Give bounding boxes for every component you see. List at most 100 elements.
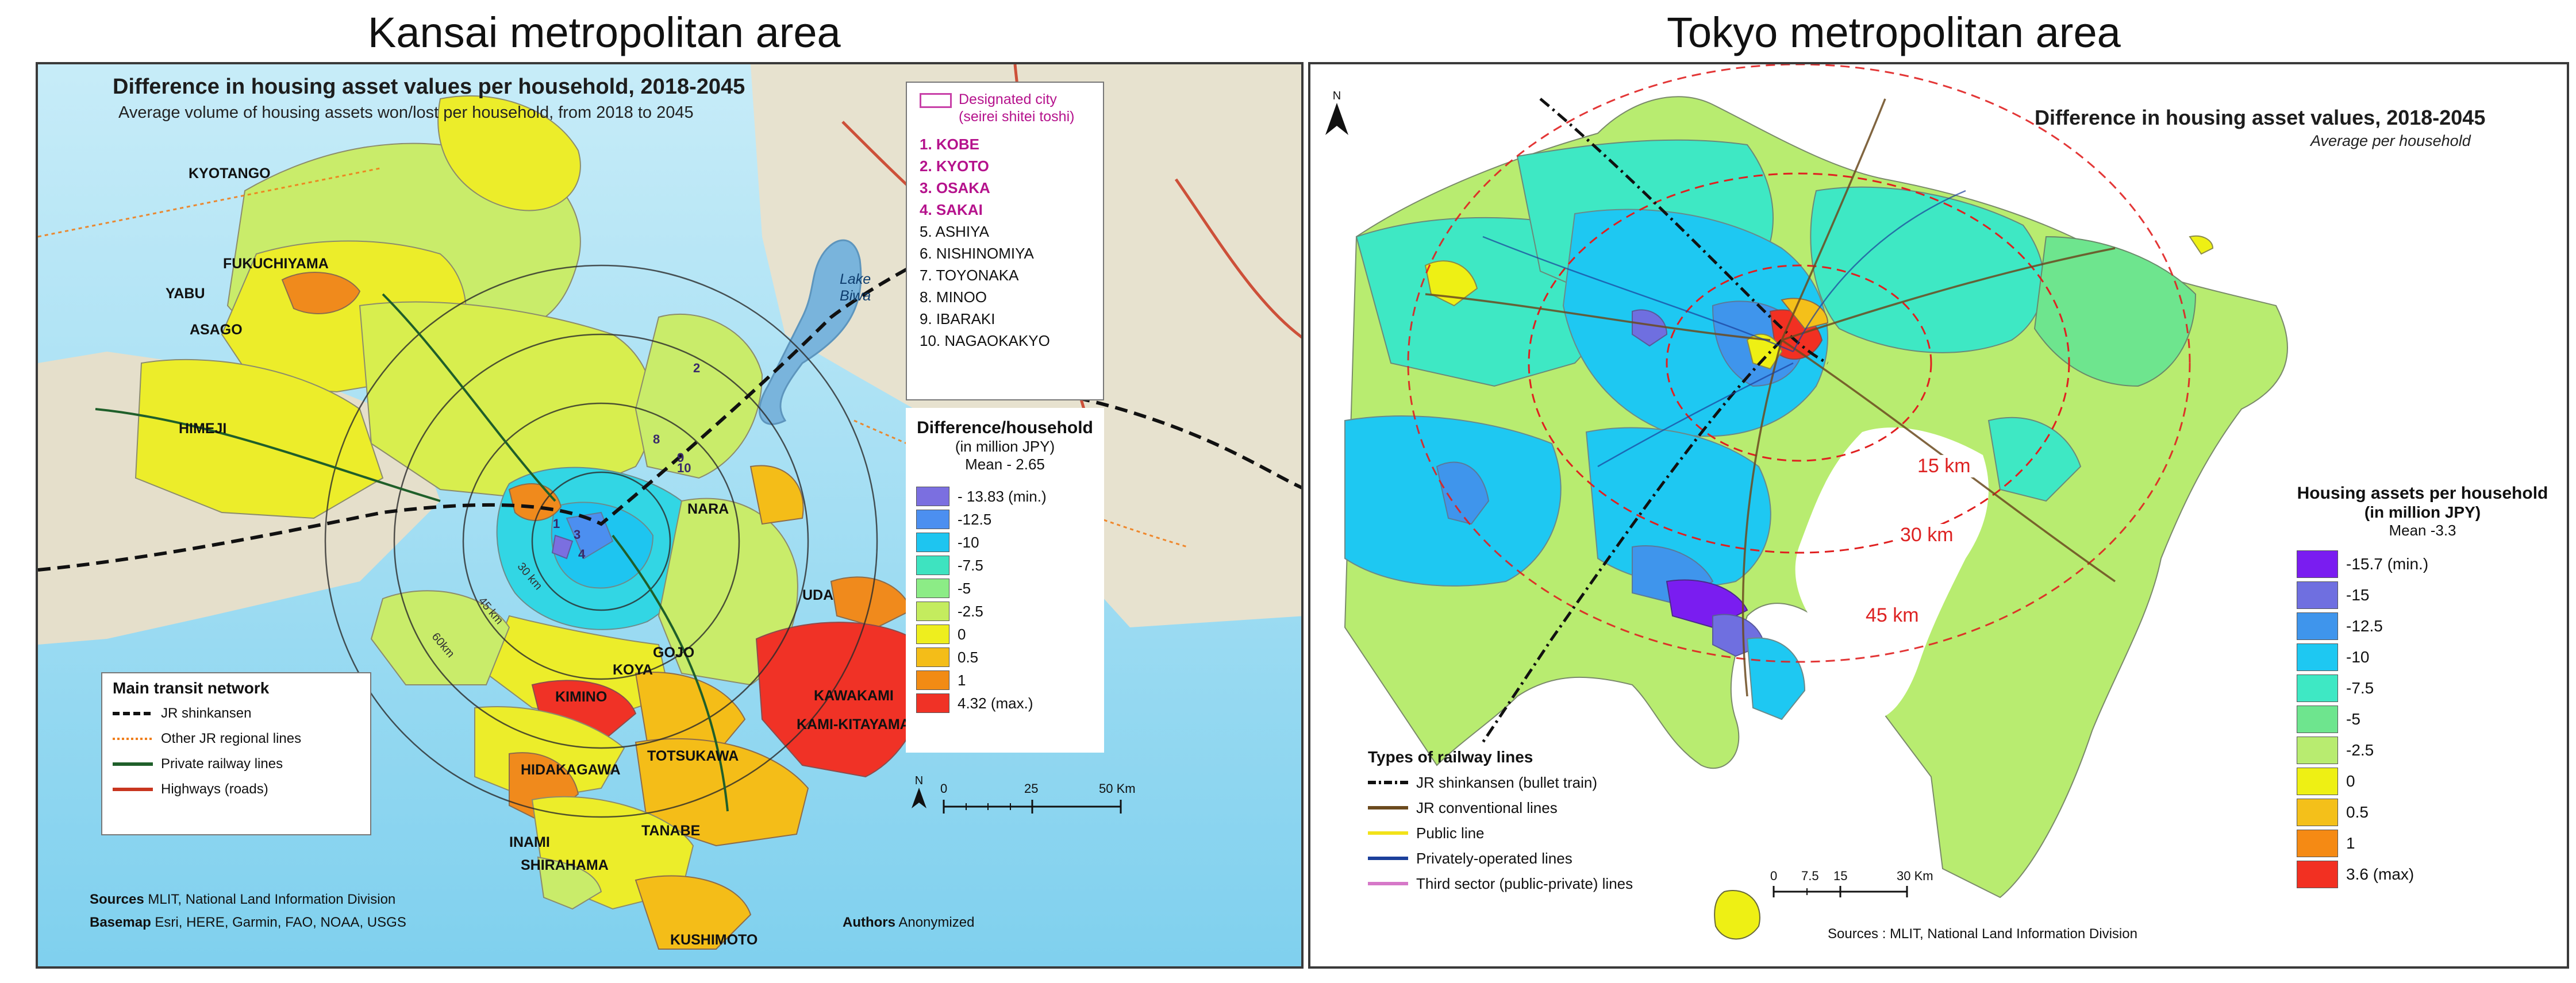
legend-class: 0	[2297, 766, 2558, 797]
place-label: GOJO	[653, 645, 695, 661]
line-legend-label: Highways (roads)	[161, 781, 268, 797]
kansai-map-panel: Difference in housing asset values per h…	[36, 62, 1304, 969]
legend-swatch	[916, 670, 949, 690]
line-legend-item: Other JR regional lines	[113, 726, 360, 751]
legend-swatch	[916, 625, 949, 644]
place-label: HIDAKAGAWA	[521, 762, 621, 778]
kansai-scalebar: 0 25 50 Km	[940, 781, 1136, 822]
north-arrow-icon	[1325, 103, 1348, 135]
legend-swatch	[2297, 581, 2338, 609]
legend-class-label: 0.5	[2346, 803, 2369, 821]
legend-class: 3.6 (max)	[2297, 859, 2558, 890]
place-label: KIMINO	[555, 689, 608, 705]
line-legend-item: JR shinkansen	[113, 701, 360, 726]
region	[749, 465, 804, 525]
designated-city-legend: Designated city (seirei shitei toshi) 1.…	[906, 82, 1104, 400]
tokyo-map-title: Difference in housing asset values, 2018…	[2035, 106, 2486, 129]
scale-tick: 25	[1024, 781, 1039, 796]
legend-swatch	[916, 693, 949, 713]
line-legend-label: JR shinkansen	[161, 706, 252, 721]
legend-swatch	[2297, 550, 2338, 578]
scalebar-graphic	[1773, 886, 1908, 897]
city-list-item: 4. SAKAI	[920, 201, 983, 218]
transit-legend-items: JR shinkansen Other JR regional lines Priv…	[113, 701, 360, 802]
place-label: YABU	[166, 286, 205, 302]
line-legend-item: Private railway lines	[113, 751, 360, 777]
kansai-legend-classes: - 13.83 (min.) -12.5 -10 -7.5 -5 -2.5 0 0.5 1 4.3…	[916, 485, 1094, 715]
legend-swatch	[2297, 768, 2338, 795]
railway-legend: Types of railway lines JR shinkansen (bu…	[1368, 748, 1690, 915]
north-label: N	[914, 774, 924, 787]
legend-class-label: -10	[2346, 648, 2370, 666]
legend-class-label: -2.5	[2346, 741, 2374, 759]
legend-class-label: -12.5	[958, 510, 992, 528]
scalebar-graphic	[943, 800, 1122, 814]
city-list-item: 7. TOYONAKA	[920, 267, 1019, 284]
city-number: 2	[693, 361, 701, 375]
legend-swatch	[2297, 799, 2338, 826]
region	[370, 590, 510, 685]
line-legend-label: Third sector (public-private) lines	[1416, 874, 1633, 892]
line-legend-item: Privately-operated lines	[1368, 846, 1690, 871]
kansai-legend-title: Difference/household	[917, 418, 1093, 437]
tokyo-legend-classes: -15.7 (min.) -15 -12.5 -10 -7.5 -5 -2.5 0 0.5 1 3.…	[2287, 549, 2558, 890]
region	[635, 672, 746, 755]
tokyo-scalebar: 0 7.5 15 30 Km	[1770, 869, 1943, 909]
legend-class: -2.5	[2297, 735, 2558, 766]
scale-tick: 30 Km	[1897, 869, 1933, 883]
legend-swatch	[2297, 830, 2338, 857]
city-number: 8	[653, 432, 660, 446]
place-label: UDA	[802, 587, 834, 603]
region	[1424, 260, 1478, 307]
legend-class: -15.7 (min.)	[2297, 549, 2558, 580]
basemap-label: Basemap	[90, 915, 151, 930]
line-legend-label: Privately-operated lines	[1416, 849, 1572, 867]
legend-class-label: 3.6 (max)	[2346, 865, 2414, 883]
place-label: KAWAKAMI	[814, 688, 894, 704]
place-label: KAMI-KITAYAMA	[797, 716, 910, 733]
region	[437, 95, 581, 211]
legend-swatch	[2297, 737, 2338, 764]
city-list-item: 5. ASHIYA	[920, 223, 989, 240]
lake-biwa-label: Lake Biwa	[840, 271, 871, 304]
kansai-basemap: Basemap Esri, HERE, Garmin, FAO, NOAA, U…	[90, 915, 406, 931]
city-list-item: 9. IBARAKI	[920, 310, 995, 327]
legend-swatch	[916, 602, 949, 621]
legend-class: -5	[2297, 704, 2558, 735]
legend-line-symbol	[113, 788, 153, 791]
north-arrow-icon	[912, 788, 926, 808]
kansai-sources: Sources MLIT, National Land Information …	[90, 892, 395, 908]
region	[1746, 637, 1806, 720]
distance-rings	[1407, 64, 2191, 663]
legend-class: -5	[916, 577, 1094, 600]
scale-tick: 7.5	[1801, 869, 1819, 883]
tokyo-page-title: Tokyo metropolitan area	[1667, 9, 2121, 56]
line-legend-item: Third sector (public-private) lines	[1368, 871, 1690, 896]
legend-class-label: 0.5	[958, 648, 979, 666]
sources-text: MLIT, National Land Information Division	[148, 892, 396, 907]
legend-swatch	[916, 510, 949, 529]
distance-rings	[324, 264, 878, 818]
legend-class-label: -7.5	[2346, 679, 2374, 697]
region	[281, 271, 361, 314]
legend-class-label: -7.5	[958, 556, 983, 574]
legend-class-label: - 13.83 (min.)	[958, 487, 1047, 505]
line-legend-item: Public line	[1368, 820, 1690, 846]
tokyo-map-canvas	[1344, 64, 2288, 940]
tokyo-north-label: N	[1332, 90, 1341, 102]
city-list-item: 6. NISHINOMIYA	[920, 245, 1034, 262]
legend-class-label: -15.7 (min.)	[2346, 555, 2429, 573]
legend-class: -10	[2297, 642, 2558, 673]
legend-line-symbol	[1368, 857, 1408, 860]
city-number: 9	[677, 450, 685, 465]
city-list-item: 1. KOBE	[920, 136, 980, 153]
legend-class-label: 1	[2346, 834, 2355, 852]
legend-swatch	[2297, 674, 2338, 702]
ring-label-15: 15 km	[1914, 455, 1974, 477]
legend-swatch	[916, 533, 949, 552]
basemap-text: Esri, HERE, Garmin, FAO, NOAA, USGS	[155, 915, 406, 930]
line-legend-item: JR shinkansen (bullet train)	[1368, 770, 1690, 795]
legend-line-symbol	[113, 762, 153, 766]
legend-class-label: -12.5	[2346, 617, 2383, 635]
legend-swatch	[916, 556, 949, 575]
